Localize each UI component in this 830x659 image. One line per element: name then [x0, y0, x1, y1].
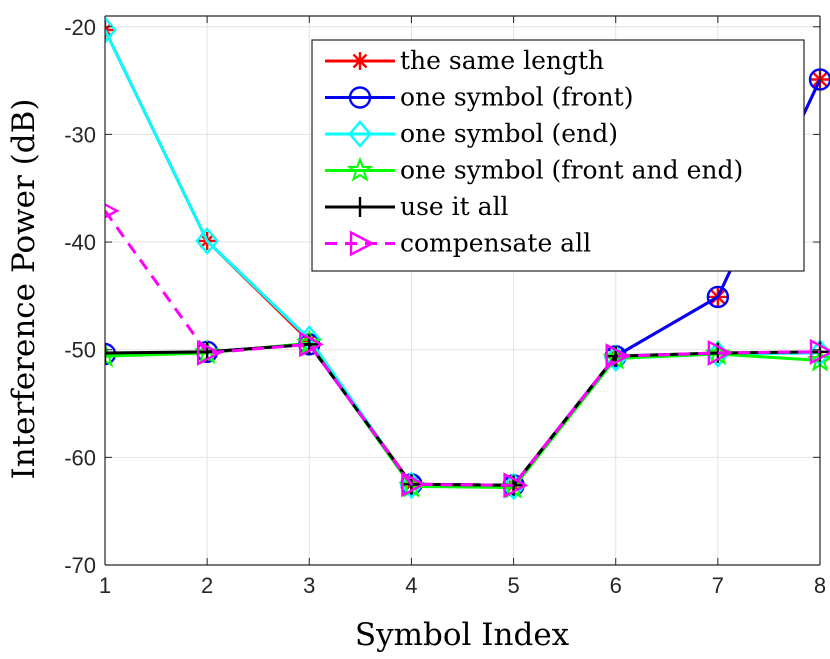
y-tick-label: -30 — [64, 122, 96, 147]
triangle-marker — [349, 230, 375, 257]
axes — [104, 15, 821, 566]
triangle-marker — [196, 339, 222, 366]
y-tick-label: -50 — [64, 338, 96, 363]
diamond-marker — [195, 227, 219, 255]
plus-marker — [350, 197, 370, 217]
triangle-marker — [605, 343, 631, 370]
y-tick-label: -20 — [64, 15, 96, 40]
triangle-marker — [707, 339, 733, 366]
legend-box — [311, 39, 805, 272]
asterisk-marker — [351, 52, 369, 70]
legend-label: one symbol (end) — [400, 119, 618, 148]
series-layer — [105, 16, 830, 501]
x-tick-label: 6 — [610, 573, 622, 598]
diamond-marker — [105, 16, 117, 44]
y-axis-title: Interference Power (dB) — [6, 99, 42, 480]
legend-label: one symbol (front and end) — [400, 156, 743, 185]
plus-marker — [105, 342, 115, 363]
x-tick-label: 3 — [303, 573, 315, 598]
y-tick-label: -40 — [64, 230, 96, 255]
diamond-marker — [348, 120, 372, 148]
legend-label: use it all — [400, 192, 509, 221]
triangle-marker — [503, 472, 529, 499]
x-tick-label: 5 — [507, 573, 519, 598]
triangle-marker — [401, 471, 427, 498]
legend-label: the same length — [400, 46, 604, 75]
x-axis-title: Symbol Index — [355, 617, 570, 653]
legend-label: one symbol (front) — [400, 83, 633, 112]
legend: the same length one symbol (front) one sym… — [311, 39, 805, 272]
star-marker — [346, 156, 374, 182]
y-tick-label: -70 — [64, 553, 96, 578]
legend-label: compensate all — [400, 229, 591, 258]
y-tick-label: -60 — [64, 445, 96, 470]
circle-marker — [348, 86, 372, 109]
triangle-marker — [105, 203, 120, 219]
series-line — [105, 209, 821, 487]
series-5 — [105, 203, 830, 499]
circle-marker — [706, 285, 730, 309]
x-tick-label: 1 — [99, 573, 111, 598]
x-tick-label: 2 — [201, 573, 213, 598]
x-tick-label: 8 — [814, 573, 826, 598]
x-tick-label: 7 — [712, 573, 724, 598]
x-tick-label: 4 — [405, 573, 417, 598]
triangle-marker — [299, 331, 324, 358]
tick-labels: 1 2 3 4 5 6 7 8 -70 -60 -50 -40 -30 -20 — [64, 15, 826, 598]
triangle-marker — [809, 338, 830, 365]
